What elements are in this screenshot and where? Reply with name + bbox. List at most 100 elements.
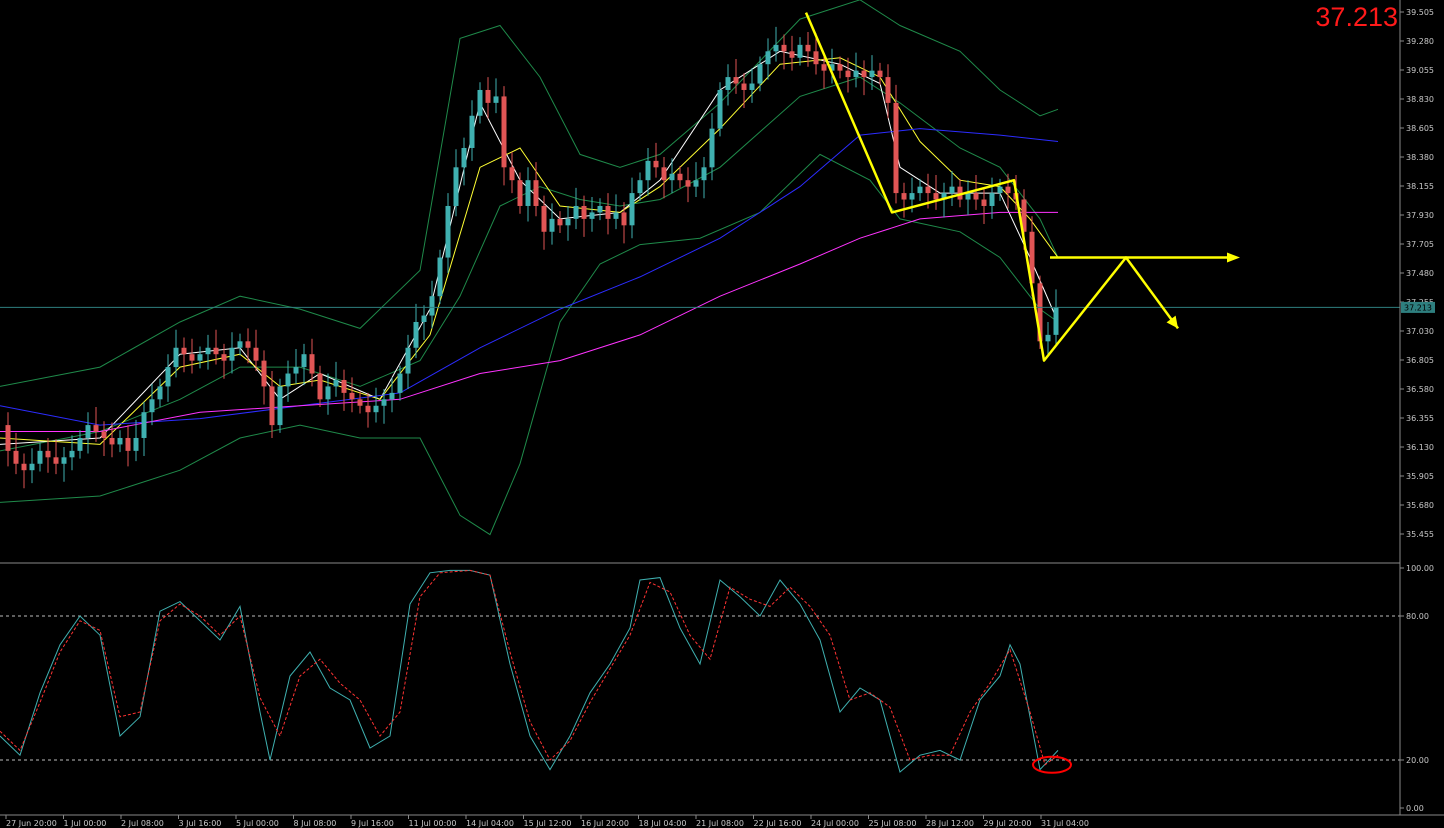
candle [221, 343, 227, 379]
price-tick-label: 36.805 [1406, 356, 1434, 365]
price-tick-label: 39.280 [1406, 37, 1434, 46]
candle [981, 189, 987, 225]
candle [1045, 321, 1051, 357]
candle [557, 211, 563, 234]
stochastic-tick-label: 100.00 [1406, 564, 1434, 573]
candle [685, 167, 691, 203]
stochastic-signal-line [0, 569, 1059, 766]
time-tick-label: 27 Jun 20:00 [6, 819, 57, 828]
candle [245, 328, 251, 364]
moving-average-3 [0, 211, 1058, 432]
candle [1005, 173, 1011, 209]
moving-average-2 [0, 128, 1059, 426]
time-tick-label: 24 Jul 00:00 [811, 819, 859, 828]
price-tick-label: 35.455 [1406, 530, 1434, 539]
price-tick-label: 37.930 [1406, 211, 1434, 220]
candle [837, 56, 843, 79]
stochastic-axis: 100.00 80.00 20.00 0.00 [1400, 564, 1434, 813]
price-tick-label: 36.130 [1406, 443, 1434, 452]
candle [541, 195, 547, 250]
candle [749, 68, 755, 103]
candle [165, 354, 171, 402]
candle [213, 329, 219, 365]
candle [365, 392, 371, 428]
candle [309, 338, 315, 387]
candle [589, 196, 595, 232]
candle [421, 305, 427, 341]
time-tick-label: 25 Jul 08:00 [869, 819, 917, 828]
candle [917, 178, 923, 201]
price-tick-label: 35.905 [1406, 472, 1434, 481]
candle [741, 73, 747, 109]
oversold-highlight-ellipse [1032, 755, 1072, 774]
candle [957, 178, 963, 208]
candle [357, 391, 363, 414]
candle [853, 52, 859, 88]
candle [493, 78, 499, 114]
candlesticks [5, 26, 1059, 489]
candle [301, 343, 307, 386]
stochastic-levels [0, 615, 1400, 761]
candle [821, 53, 827, 89]
candle [93, 407, 99, 442]
candle [453, 149, 459, 217]
main-panel-background [0, 0, 1400, 562]
main-price-panel [0, 0, 1400, 562]
stochastic-main-line [0, 569, 1059, 773]
time-tick-label: 14 Jul 04:00 [466, 819, 514, 828]
stochastic-highlight [1032, 755, 1072, 774]
price-axis: 39.505 39.280 39.055 38.830 38.605 38.380 38.1… [1400, 8, 1434, 539]
stochastic-tick-label: 0.00 [1406, 804, 1424, 813]
candle [845, 57, 851, 93]
time-tick-label: 28 Jul 12:00 [926, 819, 974, 828]
candle [525, 167, 531, 222]
time-tick-label: 21 Jul 08:00 [696, 819, 744, 828]
candle [197, 346, 203, 369]
candle [445, 193, 451, 273]
candle [501, 86, 507, 186]
candle [573, 187, 579, 230]
time-tick-label: 15 Jul 12:00 [524, 819, 572, 828]
candle [317, 365, 323, 408]
candle [237, 333, 243, 356]
time-tick-label: 31 Jul 04:00 [1041, 819, 1089, 828]
candle [253, 329, 259, 371]
candle [117, 430, 123, 453]
candle [725, 64, 731, 106]
candle [13, 432, 19, 475]
time-tick-label: 11 Jul 00:00 [409, 819, 457, 828]
candle [1053, 289, 1059, 346]
price-tick-label: 36.355 [1406, 414, 1434, 423]
price-tick-label: 39.055 [1406, 66, 1434, 75]
candle [21, 453, 27, 489]
candle [485, 77, 491, 119]
price-tick-label: 36.580 [1406, 385, 1434, 394]
candle [469, 100, 475, 161]
trend-annotations [804, 12, 1240, 362]
price-tick-label: 38.380 [1406, 153, 1434, 162]
time-tick-label: 2 Jul 08:00 [121, 819, 164, 828]
candle [869, 55, 875, 90]
candle [125, 425, 131, 467]
candle [653, 142, 659, 178]
candle [997, 178, 1003, 201]
candle [333, 361, 339, 397]
candle [229, 332, 235, 374]
candle [701, 157, 707, 199]
candle [141, 401, 147, 457]
candle [533, 162, 539, 217]
candle [517, 172, 523, 214]
candle [61, 447, 67, 482]
candle [53, 439, 59, 475]
candle [805, 31, 811, 67]
candle [693, 162, 699, 197]
candle [765, 38, 771, 80]
candle [133, 419, 139, 462]
candle [293, 349, 299, 384]
time-tick-label: 3 Jul 16:00 [179, 819, 222, 828]
candle [717, 82, 723, 137]
candle [37, 443, 43, 472]
bollinger-bands [0, 0, 1059, 536]
stochastic-panel [0, 569, 1400, 774]
candle [509, 151, 515, 194]
